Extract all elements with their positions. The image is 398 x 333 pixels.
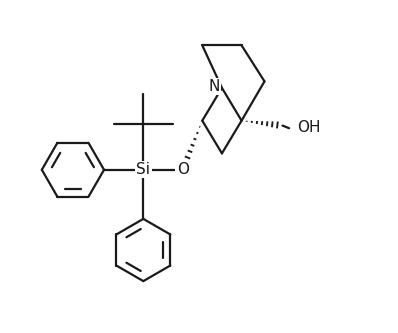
Text: O: O <box>177 162 189 177</box>
Text: OH: OH <box>297 120 321 135</box>
Text: Si: Si <box>137 162 150 177</box>
Text: N: N <box>208 79 219 94</box>
